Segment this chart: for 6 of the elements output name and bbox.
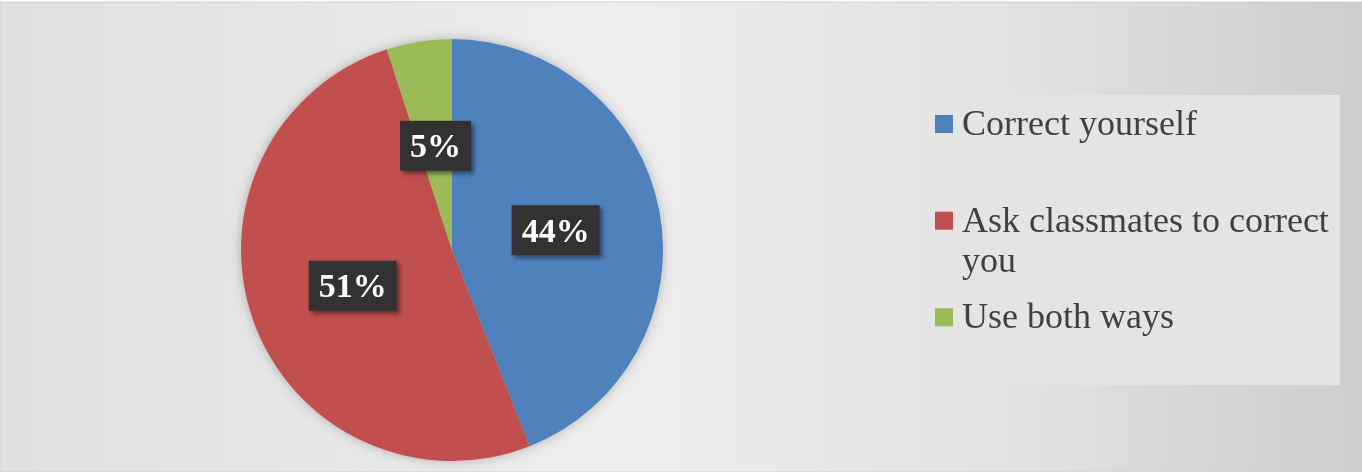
legend-label: Use both ways xyxy=(962,296,1174,337)
legend-label: Correct yourself xyxy=(962,103,1197,143)
data-label: 44% xyxy=(521,211,590,249)
data-label: 5% xyxy=(410,127,461,165)
data-label: 51% xyxy=(318,267,387,305)
legend-label: Ask classmates to correct you xyxy=(962,199,1329,280)
